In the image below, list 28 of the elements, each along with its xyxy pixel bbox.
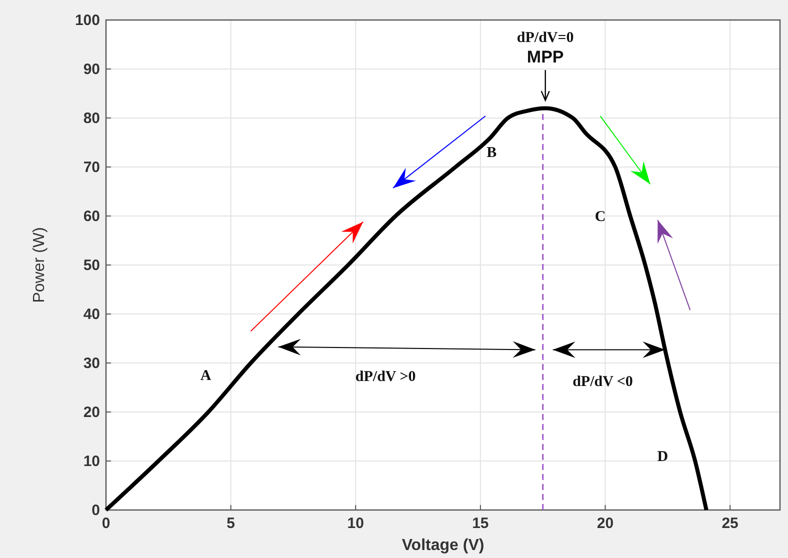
line-series bbox=[104, 106, 708, 512]
x-tick-label: 20 bbox=[596, 515, 614, 532]
x-tick-label: 0 bbox=[102, 515, 110, 532]
y-axis-title: Power (W) bbox=[31, 227, 48, 303]
y-tick-label: 20 bbox=[83, 404, 100, 421]
y-tick-label: 50 bbox=[83, 257, 100, 274]
x-tick-label: 25 bbox=[722, 515, 738, 532]
y-tick-label: 40 bbox=[83, 306, 100, 323]
y-tick-label: 100 bbox=[74, 12, 100, 29]
y-tick-label: 70 bbox=[83, 159, 100, 176]
y-tick-label: 0 bbox=[92, 502, 100, 519]
y-tick-label: 90 bbox=[83, 61, 100, 78]
y-tick-label: 10 bbox=[83, 453, 100, 470]
x-tick-label: 10 bbox=[347, 515, 364, 532]
annotation: dP/dV >0 bbox=[355, 369, 416, 386]
annotation: dP/dV=0 bbox=[516, 30, 574, 46]
y-tick-label: 60 bbox=[83, 208, 100, 225]
annotation: MPP bbox=[526, 48, 564, 67]
y-tick-label: 80 bbox=[83, 110, 100, 127]
x-tick-label: 15 bbox=[472, 515, 489, 532]
annotation: C bbox=[594, 208, 606, 225]
x-tick-label: 5 bbox=[226, 515, 235, 532]
annotation: B bbox=[486, 145, 497, 162]
annotation: A bbox=[200, 368, 212, 384]
x-axis-title: Voltage (V) bbox=[402, 537, 484, 554]
y-tick-label: 30 bbox=[83, 355, 100, 372]
annotation: dP/dV <0 bbox=[572, 374, 633, 390]
annotation: D bbox=[657, 449, 668, 465]
